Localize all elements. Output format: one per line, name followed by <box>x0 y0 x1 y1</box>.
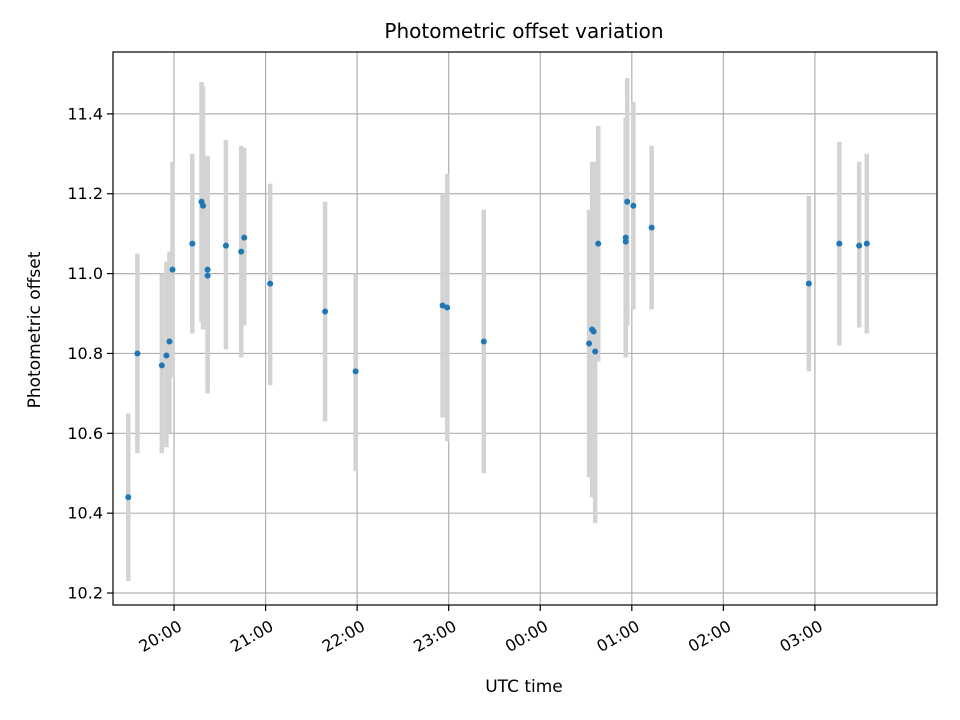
data-point <box>863 240 870 247</box>
x-axis-label: UTC time <box>485 677 563 697</box>
data-point <box>622 234 629 241</box>
data-point <box>238 248 245 255</box>
data-point <box>439 302 446 309</box>
data-point <box>648 224 655 231</box>
data-point <box>169 266 176 273</box>
data-point <box>125 494 132 501</box>
data-point <box>624 198 631 205</box>
data-point <box>586 340 593 347</box>
y-tick-label: 11.2 <box>67 184 103 203</box>
data-point <box>805 280 812 287</box>
y-tick-label: 11.4 <box>67 104 103 123</box>
data-point <box>595 240 602 247</box>
data-point <box>352 368 359 375</box>
data-point <box>592 348 599 355</box>
chart-title: Photometric offset variation <box>384 19 663 43</box>
data-point <box>158 362 165 369</box>
y-tick-label: 10.2 <box>67 584 103 603</box>
data-point <box>444 304 451 311</box>
y-axis-ticks: 10.2 10.4 10.6 10.8 11.0 11.2 11.4 <box>67 104 113 603</box>
data-point <box>267 280 274 287</box>
data-point <box>134 350 141 357</box>
data-point <box>322 308 329 315</box>
data-point <box>836 240 843 247</box>
y-tick-label: 10.8 <box>67 344 103 363</box>
data-point <box>204 266 211 273</box>
data-point <box>189 240 196 247</box>
data-point <box>166 338 173 345</box>
y-tick-label: 10.6 <box>67 424 103 443</box>
data-point <box>241 234 248 241</box>
data-point <box>590 328 597 335</box>
data-point <box>200 202 207 209</box>
data-point <box>630 202 637 209</box>
y-axis-label: Photometric offset <box>25 251 45 408</box>
plot-frame <box>112 51 938 606</box>
data-point <box>222 242 229 249</box>
data-point <box>856 242 863 249</box>
data-point <box>480 338 487 345</box>
data-points <box>125 198 870 501</box>
y-tick-label: 10.4 <box>67 504 103 523</box>
data-point <box>204 272 211 279</box>
y-tick-label: 11.0 <box>67 264 103 283</box>
data-point <box>163 352 170 359</box>
